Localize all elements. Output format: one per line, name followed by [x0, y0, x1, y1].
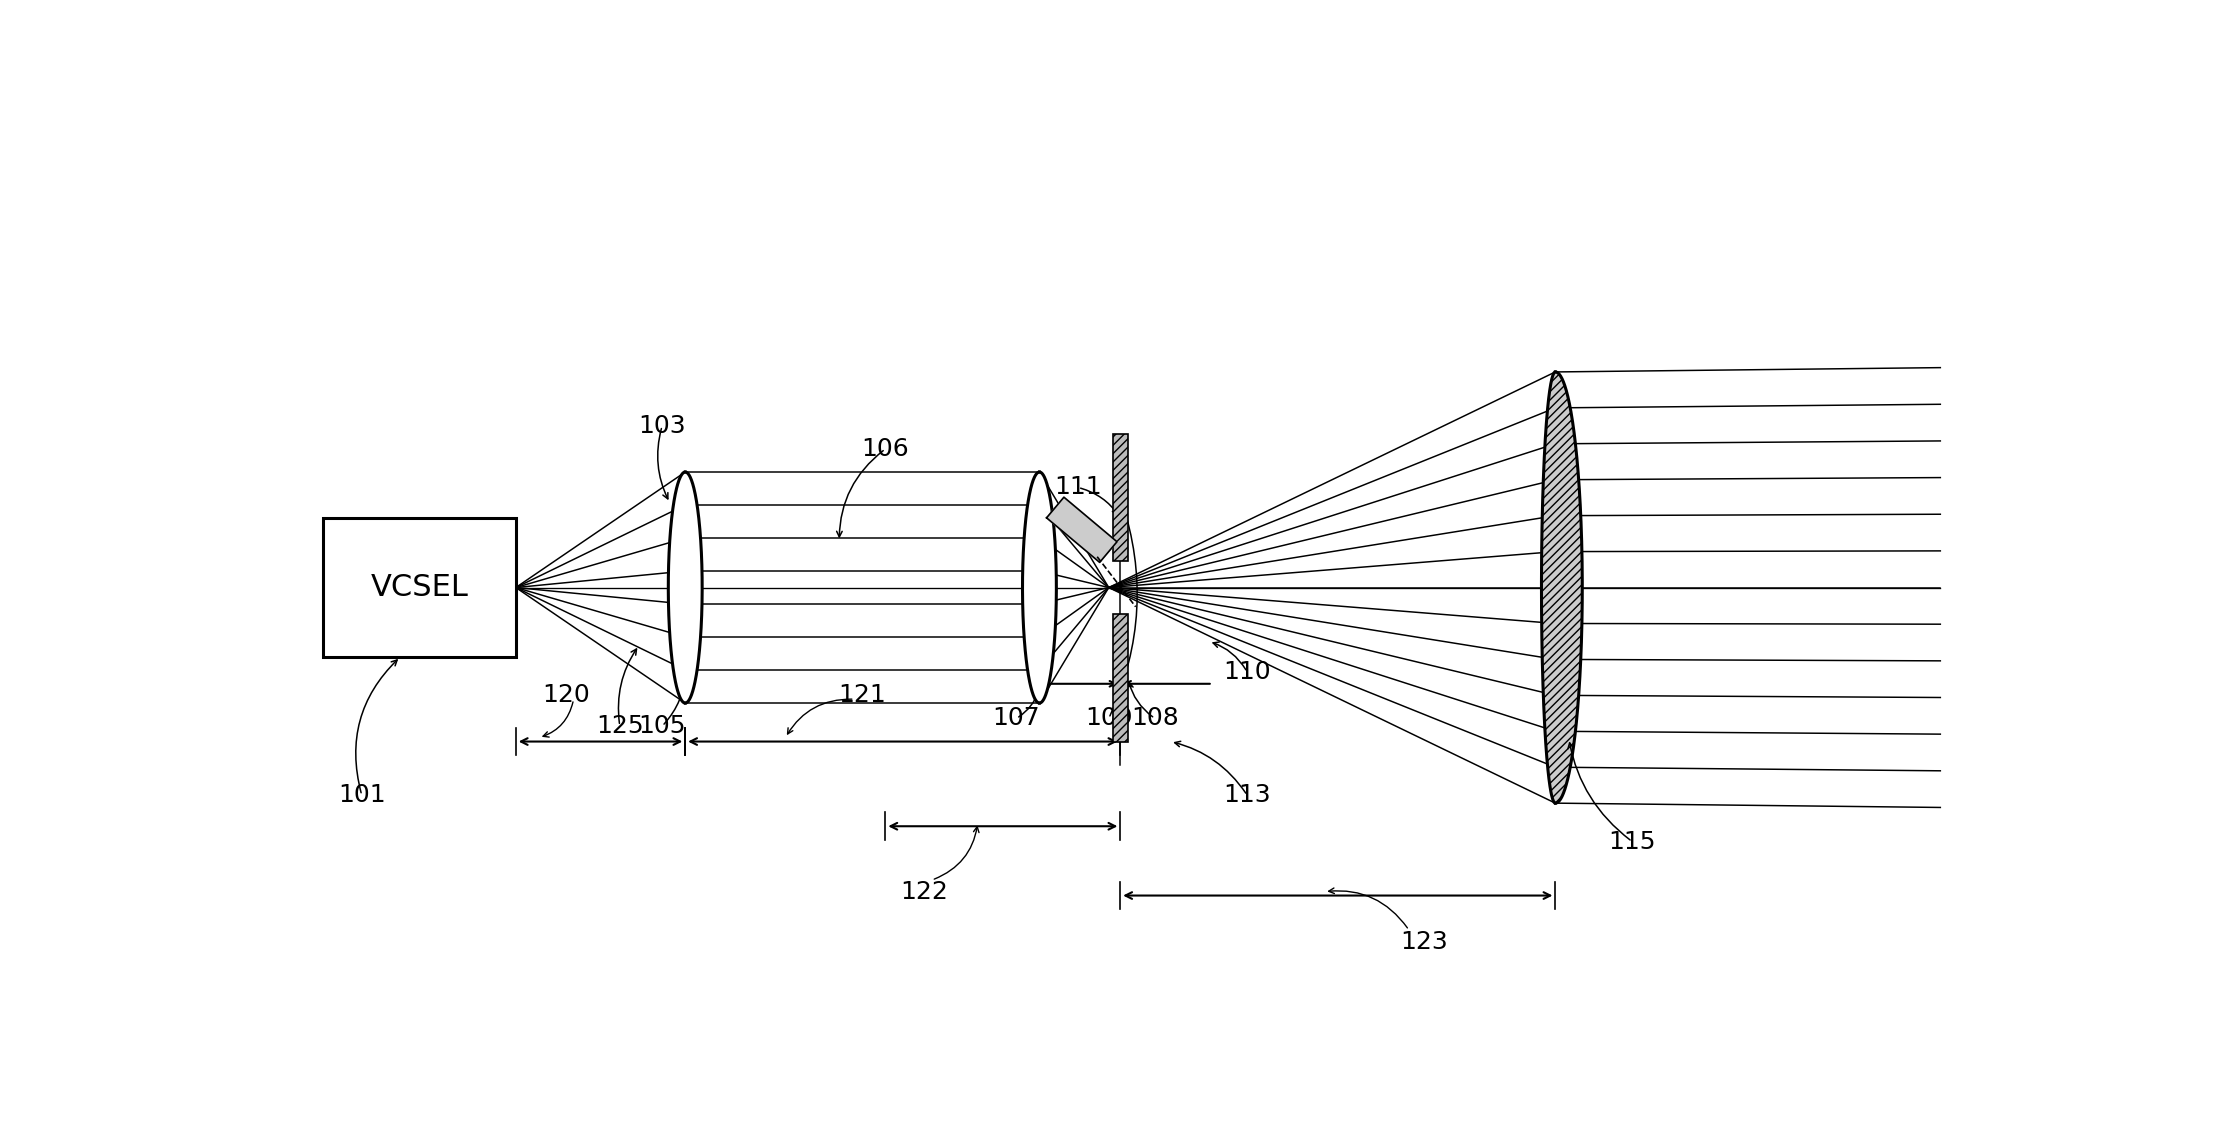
Text: 105: 105: [639, 715, 686, 738]
Bar: [324, 518, 516, 657]
Text: 125: 125: [596, 715, 643, 738]
Polygon shape: [668, 473, 701, 703]
Polygon shape: [1023, 473, 1057, 703]
Polygon shape: [1541, 371, 1582, 803]
Text: VCSEL: VCSEL: [371, 573, 469, 602]
Text: 101: 101: [337, 784, 386, 808]
Text: 111: 111: [1054, 476, 1101, 500]
Text: 120: 120: [543, 684, 590, 708]
Bar: [1113, 615, 1128, 742]
Text: 123: 123: [1401, 929, 1448, 954]
Text: 107: 107: [992, 707, 1041, 730]
Text: 103: 103: [639, 414, 686, 437]
Bar: [1113, 434, 1128, 560]
Text: 109: 109: [1086, 707, 1133, 730]
Text: 113: 113: [1224, 784, 1271, 808]
Text: 110: 110: [1224, 660, 1271, 684]
Text: 115: 115: [1608, 829, 1655, 853]
Text: 106: 106: [862, 437, 909, 461]
Text: 108: 108: [1130, 707, 1180, 730]
Polygon shape: [1046, 498, 1117, 562]
Text: 121: 121: [838, 684, 887, 708]
Text: 122: 122: [900, 879, 947, 904]
